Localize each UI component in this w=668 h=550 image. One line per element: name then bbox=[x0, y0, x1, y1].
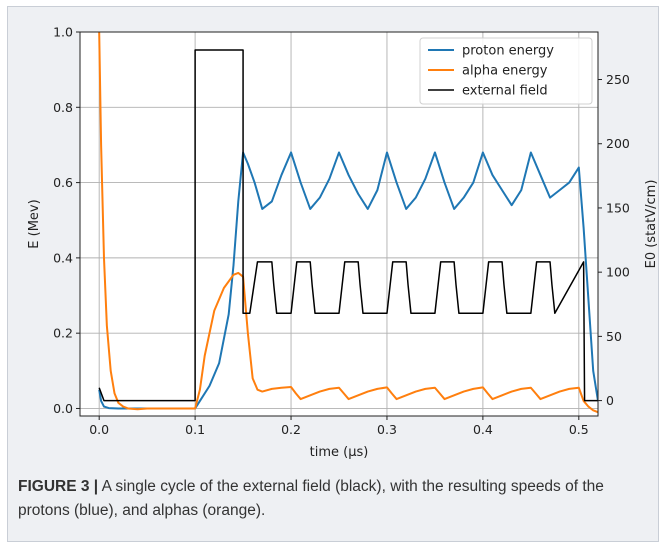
figure-caption: FIGURE 3 | A single cycle of the externa… bbox=[18, 475, 638, 523]
y-axis-left-label: E (Mev) bbox=[27, 199, 42, 248]
y-left-tick-label: 0.0 bbox=[53, 401, 73, 416]
y-axis-right-label: E0 (statV/cm) bbox=[644, 180, 659, 269]
x-axis-label: time (μs) bbox=[310, 445, 369, 460]
x-tick-label: 0.2 bbox=[281, 422, 301, 437]
y-left-tick-label: 1.0 bbox=[53, 25, 73, 40]
legend-label-alpha-energy: alpha energy bbox=[462, 64, 548, 79]
y-left-tick-label: 0.4 bbox=[53, 250, 73, 265]
series-lines bbox=[98, 32, 598, 414]
caption-label: FIGURE 3 | bbox=[18, 478, 99, 495]
legend-label-proton-energy: proton energy bbox=[462, 44, 554, 59]
x-tick-label: 0.0 bbox=[89, 422, 109, 437]
y-left-tick-label: 0.6 bbox=[53, 175, 73, 190]
legend-label-external-field: external field bbox=[462, 84, 548, 99]
series-line-proton-energy bbox=[98, 151, 598, 410]
legend: proton energy alpha energy external field bbox=[419, 37, 593, 105]
series-line-external-field bbox=[98, 49, 598, 402]
x-tick-label: 0.3 bbox=[377, 422, 397, 437]
x-tick-label: 0.4 bbox=[473, 422, 493, 437]
legend-box bbox=[419, 37, 593, 105]
x-tick-label: 0.5 bbox=[569, 422, 589, 437]
y-left-tick-label: 0.2 bbox=[53, 326, 73, 341]
axis-ticks: 0.0 0.1 0.2 0.3 0.4 0.5 0.0 0.2 0.4 0.6 0.8 1.0 0 50 1… bbox=[53, 25, 630, 438]
caption-text: A single cycle of the external field (bl… bbox=[18, 478, 604, 519]
y-right-tick-label: 250 bbox=[606, 72, 630, 87]
y-right-tick-label: 100 bbox=[606, 265, 630, 280]
y-right-tick-label: 150 bbox=[606, 200, 630, 215]
plot-frame bbox=[79, 31, 599, 417]
y-left-tick-label: 0.8 bbox=[53, 100, 73, 115]
y-right-tick-label: 0 bbox=[606, 393, 614, 408]
y-right-tick-label: 200 bbox=[606, 136, 630, 151]
series-line-alpha-energy bbox=[98, 32, 598, 414]
x-tick-label: 0.1 bbox=[185, 422, 205, 437]
y-right-tick-label: 50 bbox=[606, 329, 622, 344]
